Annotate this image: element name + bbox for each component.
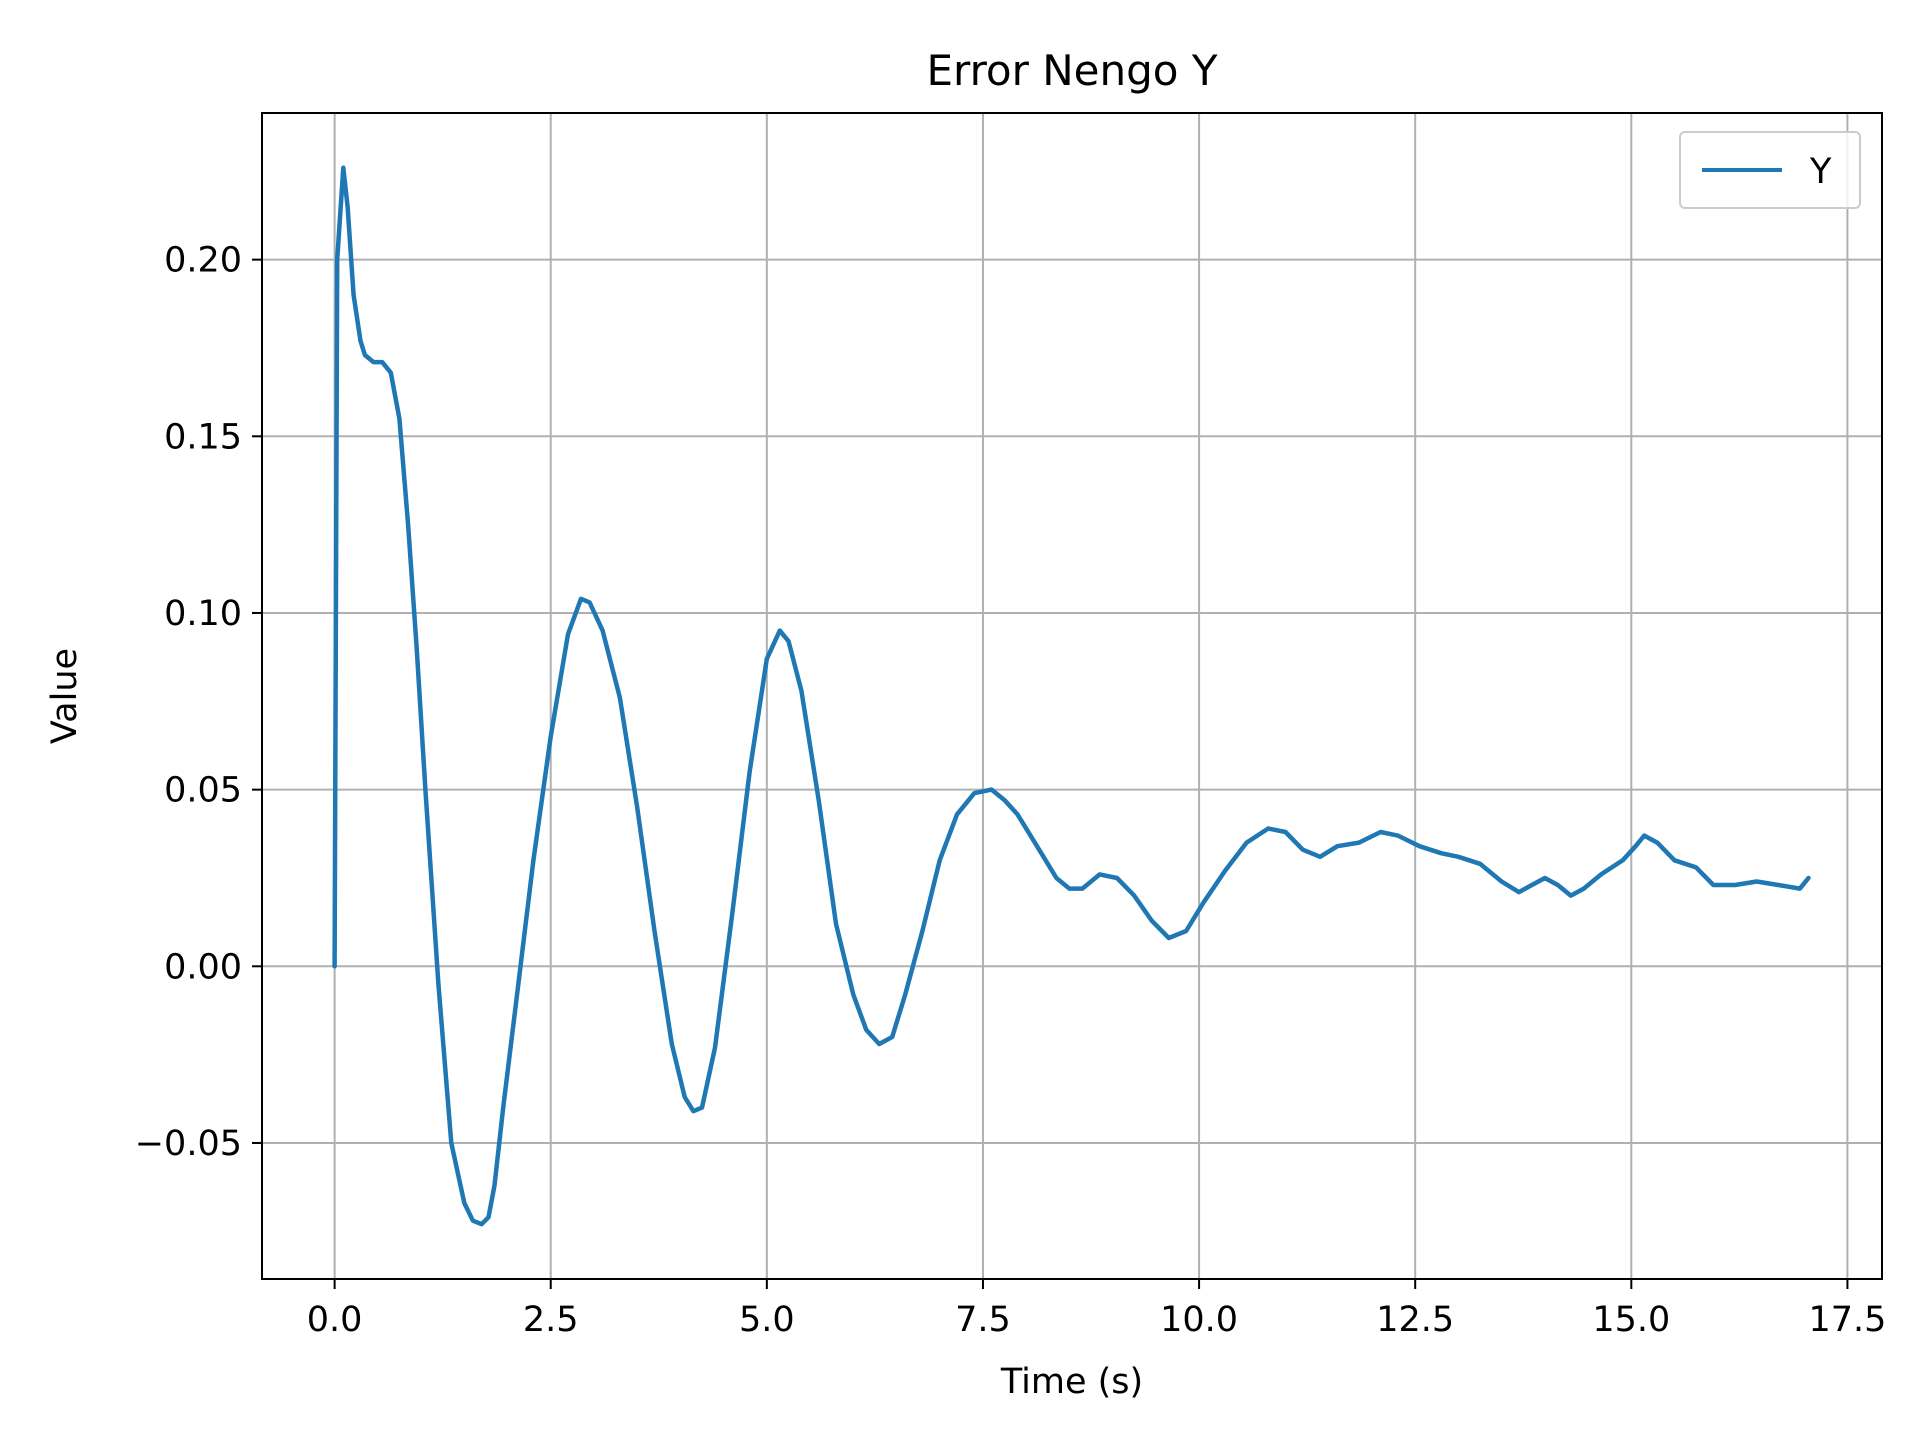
legend: Y bbox=[1679, 131, 1861, 209]
y-tick-label: 0.10 bbox=[164, 594, 242, 634]
x-axis-title: Time (s) bbox=[1000, 1362, 1143, 1402]
y-tick-label: 0.15 bbox=[164, 417, 242, 457]
y-tick-label: 0.00 bbox=[164, 947, 242, 987]
y-axis-title: Value bbox=[45, 648, 85, 744]
legend-label-y: Y bbox=[1809, 152, 1832, 192]
y-tick-label: 0.05 bbox=[164, 771, 242, 811]
x-tick-label: 0.0 bbox=[307, 1300, 363, 1340]
chart-title: Error Nengo Y bbox=[927, 46, 1218, 95]
x-tick-label: 2.5 bbox=[523, 1300, 579, 1340]
series-layer bbox=[332, 165, 1811, 1227]
x-tick-label: 10.0 bbox=[1160, 1300, 1238, 1340]
y-tick-label: 0.20 bbox=[164, 241, 242, 281]
x-tick-label: 7.5 bbox=[955, 1300, 1011, 1340]
plot-frame bbox=[261, 112, 1883, 1280]
x-tick-label: 5.0 bbox=[739, 1300, 795, 1340]
x-tick-label: 12.5 bbox=[1376, 1300, 1454, 1340]
grid bbox=[262, 113, 1882, 1279]
y-tick-label: −0.05 bbox=[135, 1124, 242, 1164]
x-tick-label: 17.5 bbox=[1808, 1300, 1886, 1340]
ticks: 0.0 2.5 5.0 7.5 10.0 12.5 15.0 17.5 −0.05 0.00 0.0… bbox=[135, 241, 1887, 1340]
x-tick-label: 15.0 bbox=[1592, 1300, 1670, 1340]
series-line-y bbox=[332, 165, 1811, 1227]
